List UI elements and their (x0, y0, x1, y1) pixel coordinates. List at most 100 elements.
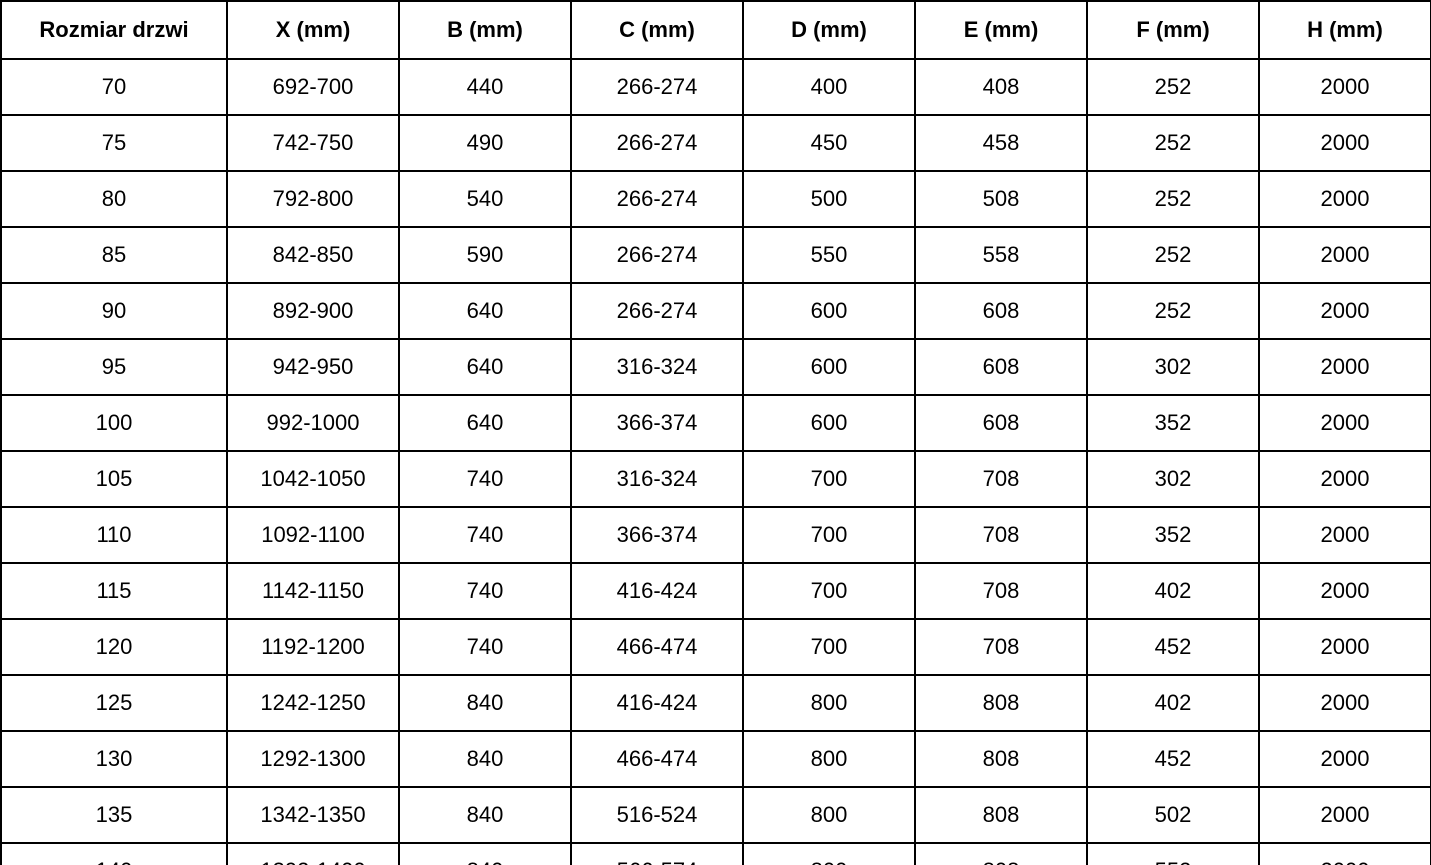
table-cell: 2000 (1258, 226, 1431, 284)
table-cell: 458 (914, 114, 1088, 172)
table-cell: 85 (0, 226, 228, 284)
table-cell: 692-700 (226, 58, 400, 116)
table-cell: 608 (914, 282, 1088, 340)
table-cell: 608 (914, 394, 1088, 452)
table-row: 75 742-750 490 266-274 450 458 252 2000 (0, 114, 1431, 172)
table-cell: 2000 (1258, 282, 1431, 340)
table-cell: 640 (398, 338, 572, 396)
table-cell: 266-274 (570, 226, 744, 284)
table-cell: 366-374 (570, 394, 744, 452)
table-cell: 2000 (1258, 338, 1431, 396)
table-cell: 640 (398, 282, 572, 340)
table-cell: 1392-1400 (226, 842, 400, 865)
table-cell: 1292-1300 (226, 730, 400, 788)
table-cell: 600 (742, 338, 916, 396)
table-row: 90 892-900 640 266-274 600 608 252 2000 (0, 282, 1431, 340)
table-cell: 550 (742, 226, 916, 284)
table-cell: 2000 (1258, 170, 1431, 228)
table-cell: 302 (1086, 450, 1260, 508)
table-cell: 700 (742, 450, 916, 508)
table-row: 125 1242-1250 840 416-424 800 808 402 2000 (0, 674, 1431, 732)
table-cell: 740 (398, 506, 572, 564)
table-cell: 416-424 (570, 562, 744, 620)
table-cell: 700 (742, 562, 916, 620)
table-cell: 566-574 (570, 842, 744, 865)
table-cell: 400 (742, 58, 916, 116)
table-cell: 2000 (1258, 730, 1431, 788)
table-row: 130 1292-1300 840 466-474 800 808 452 2000 (0, 730, 1431, 788)
table-cell: 558 (914, 226, 1088, 284)
table-cell: 2000 (1258, 114, 1431, 172)
table-cell: 708 (914, 618, 1088, 676)
column-header-5: E (mm) (914, 0, 1088, 60)
table-cell: 100 (0, 394, 228, 452)
table-cell: 708 (914, 562, 1088, 620)
table-cell: 252 (1086, 58, 1260, 116)
table-cell: 742-750 (226, 114, 400, 172)
table-row: 95 942-950 640 316-324 600 608 302 2000 (0, 338, 1431, 396)
table-cell: 516-524 (570, 786, 744, 844)
column-header-0: Rozmiar drzwi (0, 0, 228, 60)
table-cell: 500 (742, 170, 916, 228)
table-cell: 110 (0, 506, 228, 564)
table-cell: 416-424 (570, 674, 744, 732)
table-cell: 808 (914, 674, 1088, 732)
table-cell: 302 (1086, 338, 1260, 396)
table-cell: 608 (914, 338, 1088, 396)
table-cell: 452 (1086, 618, 1260, 676)
table-cell: 540 (398, 170, 572, 228)
table-cell: 808 (914, 786, 1088, 844)
table-cell: 808 (914, 842, 1088, 865)
table-row: 135 1342-1350 840 516-524 800 808 502 2000 (0, 786, 1431, 844)
table-cell: 2000 (1258, 842, 1431, 865)
table-cell: 2000 (1258, 562, 1431, 620)
column-header-6: F (mm) (1086, 0, 1260, 60)
table-cell: 800 (742, 842, 916, 865)
table-cell: 1042-1050 (226, 450, 400, 508)
table-cell: 800 (742, 786, 916, 844)
table-cell: 640 (398, 394, 572, 452)
table-cell: 140 (0, 842, 228, 865)
table-cell: 266-274 (570, 170, 744, 228)
table-cell: 992-1000 (226, 394, 400, 452)
table-cell: 266-274 (570, 58, 744, 116)
table-cell: 942-950 (226, 338, 400, 396)
table-cell: 808 (914, 730, 1088, 788)
table-cell: 1142-1150 (226, 562, 400, 620)
column-header-2: B (mm) (398, 0, 572, 60)
table-cell: 842-850 (226, 226, 400, 284)
table-cell: 316-324 (570, 450, 744, 508)
table-cell: 800 (742, 730, 916, 788)
table-cell: 105 (0, 450, 228, 508)
table-cell: 70 (0, 58, 228, 116)
table-cell: 2000 (1258, 674, 1431, 732)
table-cell: 840 (398, 674, 572, 732)
table-cell: 252 (1086, 226, 1260, 284)
column-header-3: C (mm) (570, 0, 744, 60)
table-cell: 266-274 (570, 114, 744, 172)
table-cell: 115 (0, 562, 228, 620)
table-cell: 125 (0, 674, 228, 732)
table-row: 115 1142-1150 740 416-424 700 708 402 2000 (0, 562, 1431, 620)
table-cell: 2000 (1258, 618, 1431, 676)
table-cell: 452 (1086, 730, 1260, 788)
table-cell: 95 (0, 338, 228, 396)
table-cell: 402 (1086, 674, 1260, 732)
column-header-4: D (mm) (742, 0, 916, 60)
table-cell: 266-274 (570, 282, 744, 340)
table-cell: 75 (0, 114, 228, 172)
table-cell: 740 (398, 618, 572, 676)
table-cell: 600 (742, 282, 916, 340)
table-cell: 552 (1086, 842, 1260, 865)
table-cell: 450 (742, 114, 916, 172)
table-cell: 366-374 (570, 506, 744, 564)
column-header-1: X (mm) (226, 0, 400, 60)
table-cell: 892-900 (226, 282, 400, 340)
column-header-7: H (mm) (1258, 0, 1431, 60)
table-row: 110 1092-1100 740 366-374 700 708 352 2000 (0, 506, 1431, 564)
table-cell: 2000 (1258, 450, 1431, 508)
table-cell: 352 (1086, 506, 1260, 564)
table-cell: 1192-1200 (226, 618, 400, 676)
table-cell: 508 (914, 170, 1088, 228)
